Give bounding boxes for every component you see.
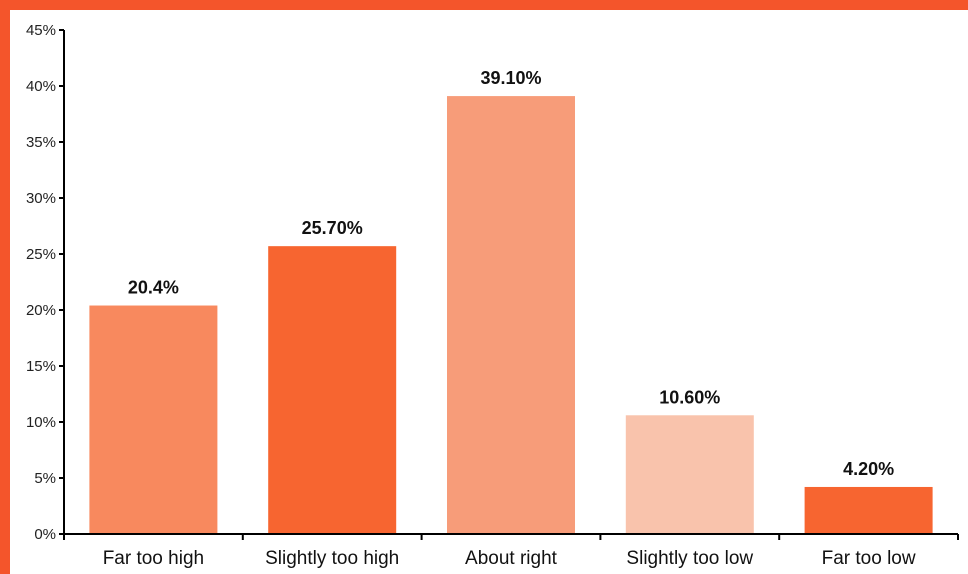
data-label: 4.20% [843, 459, 894, 479]
x-category-label: Far too high [103, 548, 204, 569]
y-tick-label: 10% [26, 414, 56, 431]
data-labels-group: 20.4% 25.70% 39.10% 10.60% 4.20% [128, 68, 894, 479]
x-category-label: About right [465, 548, 558, 569]
x-category-label: Slightly too low [626, 548, 753, 569]
y-axis: 0% 5% 10% 15% 20% 25% 30% 35% 40% 45% [26, 22, 65, 543]
y-tick-label: 35% [26, 134, 56, 151]
x-category-label: Far too low [822, 548, 916, 569]
y-tick-label: 25% [26, 246, 56, 263]
data-label: 10.60% [659, 387, 720, 407]
data-label: 39.10% [480, 68, 541, 88]
bars-group [89, 96, 933, 534]
frame-left-border [0, 0, 10, 574]
bar [89, 305, 218, 534]
y-tick-label: 30% [26, 190, 56, 207]
bar [804, 486, 933, 534]
y-tick-label: 0% [34, 526, 56, 543]
bar [268, 246, 397, 534]
data-label: 25.70% [302, 218, 363, 238]
y-tick-label: 40% [26, 78, 56, 95]
bar [447, 96, 575, 534]
y-tick-label: 45% [26, 22, 56, 39]
y-tick-label: 20% [26, 302, 56, 319]
x-category-label: Slightly too high [265, 548, 399, 569]
data-label: 20.4% [128, 278, 179, 298]
y-tick-label: 15% [26, 358, 56, 375]
frame-top-border [0, 0, 968, 10]
x-axis: Far too high Slightly too high About right… [63, 533, 959, 569]
y-tick-label: 5% [34, 470, 56, 487]
bar [625, 415, 754, 534]
